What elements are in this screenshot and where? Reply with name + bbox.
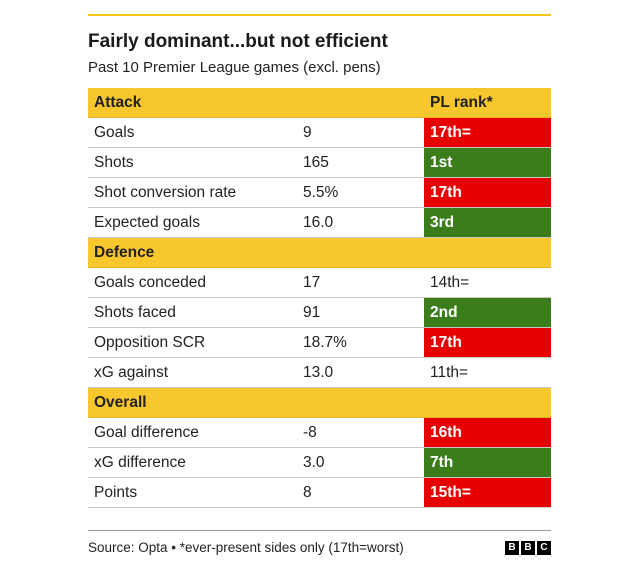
pl-rank: 14th=: [430, 273, 470, 291]
metric-label: Points: [94, 483, 138, 501]
table-row: xG difference 3.0 7th: [88, 448, 551, 478]
section-header-attack: Attack PL rank*: [88, 88, 551, 118]
graphic: Fairly dominant...but not efficient Past…: [88, 0, 551, 508]
section-spacer: [297, 238, 424, 267]
table-row: Shots 165 1st: [88, 148, 551, 178]
pl-rank: 1st: [424, 148, 551, 177]
top-rule: [88, 14, 551, 16]
source-note: Source: Opta • *ever-present sides only …: [88, 540, 404, 555]
pl-rank: 17th: [424, 178, 551, 207]
metric-value: 13.0: [303, 363, 334, 381]
table-row: Goals 9 17th=: [88, 118, 551, 148]
metric-value: 8: [303, 483, 312, 501]
table-row: Points 8 15th=: [88, 478, 551, 508]
pl-rank: 7th: [424, 448, 551, 477]
section-title: Overall: [94, 393, 147, 411]
table-row: Goals conceded 17 14th=: [88, 268, 551, 298]
metric-label: Expected goals: [94, 213, 200, 231]
metric-value: 3.0: [303, 453, 325, 471]
bbc-logo-letter: C: [537, 540, 551, 555]
footer: Source: Opta • *ever-present sides only …: [88, 540, 551, 555]
section-header-defence: Defence: [88, 238, 551, 268]
pl-rank: 17th: [424, 328, 551, 357]
pl-rank: 2nd: [424, 298, 551, 327]
rank-column-header: [424, 388, 551, 417]
metric-label: Shots: [94, 153, 134, 171]
metric-value: 165: [303, 153, 329, 171]
metric-value: 18.7%: [303, 333, 347, 351]
pl-rank: 11th=: [430, 363, 469, 381]
metric-label: xG difference: [94, 453, 186, 471]
section-spacer: [297, 388, 424, 417]
graphic-subtitle: Past 10 Premier League games (excl. pens…: [88, 59, 381, 76]
table-row: Expected goals 16.0 3rd: [88, 208, 551, 238]
metric-value: -8: [303, 423, 317, 441]
metric-label: Opposition SCR: [94, 333, 206, 351]
pl-rank: 3rd: [424, 208, 551, 237]
table-row: Shots faced 91 2nd: [88, 298, 551, 328]
graphic-title: Fairly dominant...but not efficient: [88, 31, 388, 52]
rank-column-header: [424, 238, 551, 267]
table-row: Opposition SCR 18.7% 17th: [88, 328, 551, 358]
bbc-logo-letter: B: [505, 540, 519, 555]
metric-label: Goals: [94, 123, 135, 141]
section-spacer: [297, 88, 424, 117]
rank-column-header: PL rank*: [430, 93, 493, 111]
stats-table: Attack PL rank* Goals 9 17th= Shots 165 1st Shot…: [88, 88, 551, 508]
metric-label: xG against: [94, 363, 169, 381]
metric-label: Shot conversion rate: [94, 183, 237, 201]
section-title: Attack: [94, 93, 142, 111]
footer-rule: [88, 530, 551, 531]
pl-rank: 17th=: [424, 118, 551, 147]
pl-rank: 16th: [424, 418, 551, 447]
pl-rank: 15th=: [424, 478, 551, 507]
table-row: xG against 13.0 11th=: [88, 358, 551, 388]
bbc-logo: B B C: [505, 540, 551, 555]
metric-label: Goals conceded: [94, 273, 207, 291]
metric-value: 16.0: [303, 213, 334, 231]
metric-value: 5.5%: [303, 183, 339, 201]
metric-value: 91: [303, 303, 321, 321]
section-title: Defence: [94, 243, 155, 261]
metric-label: Goal difference: [94, 423, 199, 441]
table-row: Shot conversion rate 5.5% 17th: [88, 178, 551, 208]
table-row: Goal difference -8 16th: [88, 418, 551, 448]
section-header-overall: Overall: [88, 388, 551, 418]
metric-value: 17: [303, 273, 321, 291]
bbc-logo-letter: B: [521, 540, 535, 555]
metric-value: 9: [303, 123, 312, 141]
metric-label: Shots faced: [94, 303, 176, 321]
